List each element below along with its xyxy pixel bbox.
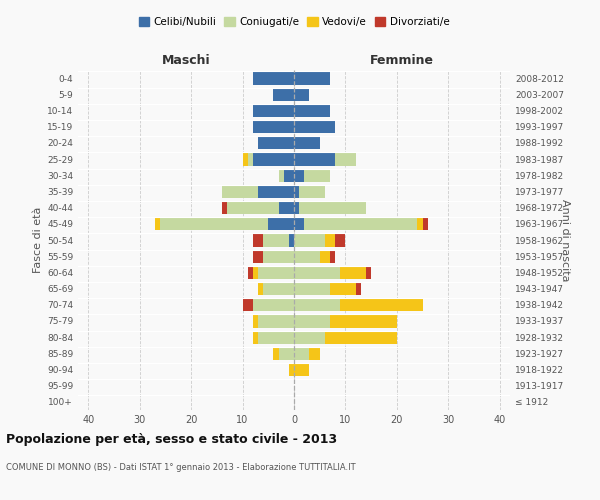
Bar	[253, 266, 258, 279]
Text: Femmine: Femmine	[370, 54, 434, 67]
Bar	[278, 168, 284, 182]
Bar	[418, 217, 422, 230]
Bar	[294, 201, 299, 214]
Bar	[294, 250, 320, 263]
Text: Popolazione per età, sesso e stato civile - 2013: Popolazione per età, sesso e stato civil…	[6, 432, 337, 446]
Bar	[253, 72, 294, 85]
Bar	[294, 282, 330, 295]
Bar	[294, 346, 310, 360]
Bar	[263, 250, 294, 263]
Bar	[274, 346, 278, 360]
Bar	[335, 152, 356, 166]
Bar	[253, 250, 263, 263]
Bar	[294, 234, 325, 246]
Bar	[294, 120, 335, 134]
Bar	[258, 330, 294, 344]
Bar	[160, 217, 268, 230]
Bar	[253, 298, 294, 312]
Bar	[263, 282, 294, 295]
Text: COMUNE DI MONNO (BS) - Dati ISTAT 1° gennaio 2013 - Elaborazione TUTTITALIA.IT: COMUNE DI MONNO (BS) - Dati ISTAT 1° gen…	[6, 462, 356, 471]
Bar	[330, 314, 397, 328]
Bar	[294, 330, 325, 344]
Bar	[253, 120, 294, 134]
Bar	[304, 217, 418, 230]
Y-axis label: Anni di nascita: Anni di nascita	[560, 198, 569, 281]
Bar	[294, 88, 310, 101]
Bar	[340, 298, 422, 312]
Bar	[289, 234, 294, 246]
Bar	[330, 282, 356, 295]
Bar	[278, 201, 294, 214]
Bar	[320, 250, 330, 263]
Bar	[299, 201, 366, 214]
Bar	[325, 234, 335, 246]
Bar	[294, 185, 299, 198]
Bar	[310, 346, 320, 360]
Bar	[294, 152, 335, 166]
Bar	[335, 234, 346, 246]
Bar	[289, 363, 294, 376]
Bar	[294, 72, 330, 85]
Bar	[155, 217, 160, 230]
Bar	[294, 136, 320, 149]
Bar	[284, 168, 294, 182]
Legend: Celibi/Nubili, Coniugati/e, Vedovi/e, Divorziati/e: Celibi/Nubili, Coniugati/e, Vedovi/e, Di…	[137, 15, 451, 30]
Bar	[242, 152, 248, 166]
Bar	[258, 282, 263, 295]
Bar	[253, 234, 263, 246]
Y-axis label: Fasce di età: Fasce di età	[33, 207, 43, 273]
Bar	[248, 152, 253, 166]
Bar	[222, 185, 258, 198]
Bar	[274, 88, 294, 101]
Bar	[304, 168, 330, 182]
Bar	[356, 282, 361, 295]
Text: Maschi: Maschi	[161, 54, 211, 67]
Bar	[253, 314, 258, 328]
Bar	[294, 266, 340, 279]
Bar	[242, 298, 253, 312]
Bar	[422, 217, 428, 230]
Bar	[253, 330, 258, 344]
Bar	[258, 136, 294, 149]
Bar	[366, 266, 371, 279]
Bar	[294, 363, 310, 376]
Bar	[294, 104, 330, 117]
Bar	[253, 152, 294, 166]
Bar	[253, 104, 294, 117]
Bar	[258, 185, 294, 198]
Bar	[263, 234, 289, 246]
Bar	[294, 168, 304, 182]
Bar	[222, 201, 227, 214]
Bar	[258, 266, 294, 279]
Bar	[248, 266, 253, 279]
Bar	[294, 217, 304, 230]
Bar	[258, 314, 294, 328]
Bar	[227, 201, 278, 214]
Bar	[294, 314, 330, 328]
Bar	[340, 266, 366, 279]
Bar	[325, 330, 397, 344]
Bar	[294, 298, 340, 312]
Bar	[299, 185, 325, 198]
Bar	[330, 250, 335, 263]
Bar	[278, 346, 294, 360]
Bar	[268, 217, 294, 230]
